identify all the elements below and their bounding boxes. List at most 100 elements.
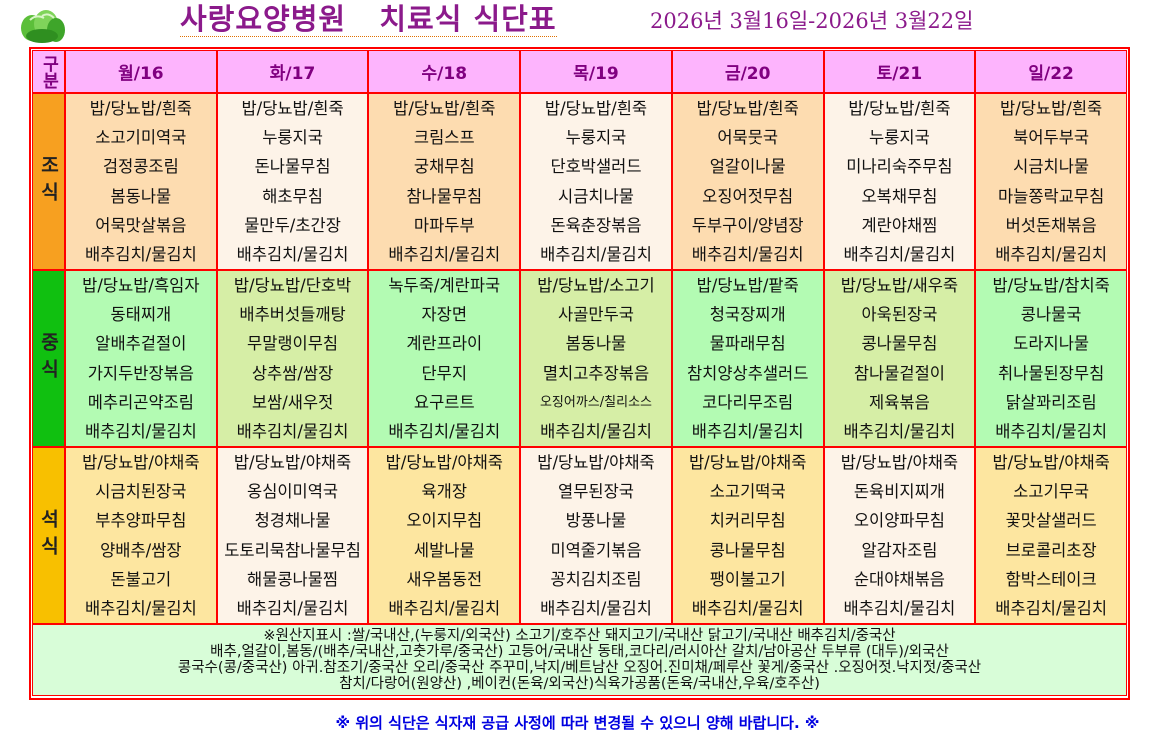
menu-cell: 밥/당뇨밥/흰죽 누룽지국 단호박샐러드 시금치나물 돈육춘장볶음 배추김치/물김치 bbox=[520, 93, 672, 270]
menu-item: 배추김치/물김치 bbox=[691, 244, 804, 264]
menu-item: 동태찌개 bbox=[110, 305, 172, 325]
menu-item: 단호박샐러드 bbox=[550, 157, 642, 177]
day-header: 토/21 bbox=[823, 50, 976, 93]
day-header: 월/16 bbox=[65, 50, 217, 93]
menu-item: 열무된장국 bbox=[558, 482, 634, 502]
cabbage-logo-icon bbox=[21, 10, 65, 43]
menu-item: 함박스테이크 bbox=[1005, 569, 1097, 589]
menu-item: 마늘쫑락교무침 bbox=[998, 186, 1105, 206]
menu-cell: 밥/당뇨밥/야채죽 시금치된장국 부추양파무침 양배추/쌈장 돈불고기 배추김치/물김치 bbox=[65, 447, 217, 624]
menu-item: 콩나물무침 bbox=[709, 540, 786, 560]
menu-item: 참나물겉절이 bbox=[853, 363, 945, 383]
menu-item: 배추김치/물김치 bbox=[84, 244, 197, 264]
menu-item: 도토리묵참나물무침 bbox=[224, 540, 361, 560]
menu-item: 밥/당뇨밥/야채죽 bbox=[840, 453, 959, 473]
menu-item: 밥/당뇨밥/흰죽 bbox=[544, 99, 648, 119]
menu-item: 배추김치/물김치 bbox=[236, 598, 349, 618]
menu-cell: 밥/당뇨밥/야채죽 열무된장국 방풍나물 미역줄기볶음 꽁치김치조림 배추김치/물김치 bbox=[520, 447, 672, 624]
menu-item: 단무지 bbox=[421, 363, 468, 383]
change-notice: ※ 위의 식단은 식자재 공급 사정에 따라 변경될 수 있으니 양해 바랍니다… bbox=[335, 714, 820, 732]
menu-item: 배추김치/물김치 bbox=[843, 244, 956, 264]
menu-item: 밥/당뇨밥/흰죽 bbox=[696, 99, 799, 119]
menu-item: 얼갈이나물 bbox=[709, 157, 786, 177]
menu-item: 아욱된장국 bbox=[861, 305, 938, 325]
menu-item: 밥/당뇨밥/흰죽 bbox=[848, 99, 951, 119]
origin-line: 참치/다랑어(원양산) ,베이컨(돈육/외국산)식육가공품(돈육/국내산,우육/… bbox=[339, 676, 820, 692]
menu-item: 소고기떡국 bbox=[709, 482, 786, 502]
menu-item: 시금치나물 bbox=[558, 186, 634, 206]
menu-item: 돈육춘장볶음 bbox=[550, 215, 642, 235]
menu-item: 밥/당뇨밥/흰죽 bbox=[89, 99, 192, 119]
menu-item: 배추김치/물김치 bbox=[843, 421, 956, 441]
menu-item: 배추김치/물김치 bbox=[388, 598, 501, 618]
menu-item: 제육볶음 bbox=[869, 392, 930, 412]
menu-item: 참나물무침 bbox=[406, 186, 483, 206]
menu-item: 밥/당뇨밥/새우죽 bbox=[840, 276, 959, 296]
menu-item: 오징어젓무침 bbox=[702, 186, 794, 206]
menu-item: 밥/당뇨밥/흰죽 bbox=[241, 99, 344, 119]
menu-item: 밥/당뇨밥/야채죽 bbox=[82, 453, 200, 473]
day-header: 목/19 bbox=[520, 50, 672, 93]
menu-item: 오이양파무침 bbox=[853, 511, 945, 531]
menu-cell: 밥/당뇨밥/새우죽 아욱된장국 콩나물무침 참나물겉절이 제육볶음 배추김치/물김치 bbox=[823, 270, 976, 447]
menu-item: 콩나물국 bbox=[1020, 305, 1082, 325]
menu-item: 청국장찌개 bbox=[709, 305, 786, 325]
meal-label-breakfast: 조식 bbox=[32, 93, 65, 270]
origin-line: 콩국수(콩/중국산) 아귀.참조기/중국산 오리/중국산 주꾸미,낙지/베트남산… bbox=[177, 660, 982, 676]
menu-cell: 밥/당뇨밥/팥죽 청국장찌개 물파래무침 참치양상추샐러드 코다리무조림 배추김치/물김치 bbox=[671, 270, 824, 447]
menu-item: 양배추/쌈장 bbox=[100, 540, 182, 560]
menu-item: 어묵뭇국 bbox=[717, 128, 779, 148]
menu-item: 밥/당뇨밥/흰죽 bbox=[1000, 99, 1103, 119]
menu-item: 시금치된장국 bbox=[95, 482, 187, 502]
menu-item: 돈나물무침 bbox=[254, 157, 331, 177]
menu-cell: 밥/당뇨밥/야채죽 돈육비지찌개 오이양파무침 알감자조림 순대야채볶음 배추김치/물김치 bbox=[823, 447, 976, 624]
day-header: 수/18 bbox=[368, 50, 521, 93]
menu-cell: 녹두죽/계란파국 자장면 계란프라이 단무지 요구르트 배추김치/물김치 bbox=[368, 270, 521, 447]
menu-item: 배추버섯들깨탕 bbox=[239, 305, 346, 325]
menu-item: 세발나물 bbox=[413, 540, 475, 560]
date-range: 2026년 3월16일-2026년 3월22일 bbox=[650, 9, 974, 33]
menu-item: 배추김치/물김치 bbox=[995, 244, 1108, 264]
menu-item: 밥/당뇨밥/참치죽 bbox=[992, 276, 1110, 296]
menu-item: 멸치고추장볶음 bbox=[542, 363, 650, 383]
menu-item: 해물콩나물찜 bbox=[247, 569, 339, 589]
menu-item: 물파래무침 bbox=[709, 334, 786, 354]
menu-item: 순대야채볶음 bbox=[853, 569, 945, 589]
menu-item: 어묵맛살볶음 bbox=[95, 215, 187, 235]
menu-item: 물만두/초간장 bbox=[244, 215, 341, 235]
menu-table: 구분 월/16 화/17 수/18 목/19 금/20 토/21 일/22 조식 밥/당뇨밥/흰죽… bbox=[29, 47, 1130, 700]
menu-item: 미역줄기볶음 bbox=[550, 540, 642, 560]
menu-item: 봄동나물 bbox=[565, 334, 627, 354]
menu-item: 계란야채찜 bbox=[861, 215, 938, 235]
menu-item: 마파두부 bbox=[413, 215, 475, 235]
menu-cell: 밥/당뇨밥/흰죽 북어두부국 시금치나물 마늘쫑락교무침 버섯돈채볶음 배추김치/물김치 bbox=[975, 93, 1127, 270]
day-header: 일/22 bbox=[975, 50, 1127, 93]
corner-label: 구분 bbox=[32, 50, 65, 93]
menu-item: 육개장 bbox=[421, 482, 468, 502]
menu-item: 궁채무침 bbox=[413, 157, 475, 177]
menu-item: 방풍나물 bbox=[565, 511, 627, 531]
menu-item: 배추김치/물김치 bbox=[995, 421, 1108, 441]
menu-item: 배추김치/물김치 bbox=[540, 421, 652, 441]
menu-item: 버섯돈채볶음 bbox=[1005, 215, 1097, 235]
menu-item: 밥/당뇨밥/야채죽 bbox=[992, 453, 1110, 473]
menu-item: 배추김치/물김치 bbox=[540, 598, 652, 618]
menu-item: 오이지무침 bbox=[406, 511, 483, 531]
menu-item: 배추김치/물김치 bbox=[540, 244, 652, 264]
meal-label-lunch: 중식 bbox=[32, 270, 65, 447]
origin-line: ※원산지표시 :쌀/국내산,(누룽지/외국산) 소고기/호주산 돼지고기/국내산… bbox=[263, 628, 896, 644]
page-title: 사랑요양병원 치료식 식단표 bbox=[180, 2, 557, 37]
day-header: 화/17 bbox=[216, 50, 369, 93]
menu-item: 오징어까스/칠리소스 bbox=[539, 394, 652, 410]
menu-cell: 밥/당뇨밥/흰죽 크림스프 궁채무침 참나물무침 마파두부 배추김치/물김치 bbox=[368, 93, 521, 270]
menu-item: 코다리무조림 bbox=[702, 392, 794, 412]
menu-cell: 밥/당뇨밥/야채죽 옹심이미역국 청경채나물 도토리묵참나물무침 해물콩나물찜 배추김치/… bbox=[216, 447, 369, 624]
menu-cell: 밥/당뇨밥/야채죽 육개장 오이지무침 세발나물 새우봄동전 배추김치/물김치 bbox=[368, 447, 521, 624]
menu-item: 알배추겉절이 bbox=[95, 334, 187, 354]
menu-item: 시금치나물 bbox=[1013, 157, 1090, 177]
menu-item: 치커리무침 bbox=[709, 511, 786, 531]
menu-item: 밥/당뇨밥/팥죽 bbox=[696, 276, 799, 296]
menu-item: 청경채나물 bbox=[254, 511, 331, 531]
menu-cell: 밥/당뇨밥/야채죽 소고기무국 꽃맛살샐러드 브로콜리초장 함박스테이크 배추김치/물김치 bbox=[975, 447, 1127, 624]
menu-item: 배추김치/물김치 bbox=[84, 421, 197, 441]
